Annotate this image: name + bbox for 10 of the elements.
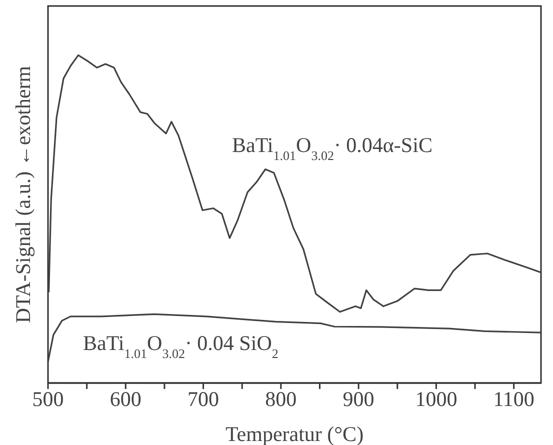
x-tick-label: 800 [265, 386, 297, 411]
series-label: BaTi$_{1.01}$O$_{3.02}$· 0.04α-SiC [232, 133, 432, 162]
x-tick-label: 1000 [415, 386, 458, 411]
x-tick-label: 600 [110, 386, 142, 411]
x-tick-label: 1100 [493, 386, 534, 411]
x-tick-label: 700 [188, 386, 220, 411]
series-label: BaTi$_{1.01}$O$_{3.02}$· 0.04 SiO$_{2}$ [83, 331, 278, 360]
x-tick-label: 500 [32, 386, 64, 411]
y-axis-title: DTA-Signal (a.u.) ←exotherm [11, 66, 35, 324]
x-tick-label: 900 [342, 386, 374, 411]
